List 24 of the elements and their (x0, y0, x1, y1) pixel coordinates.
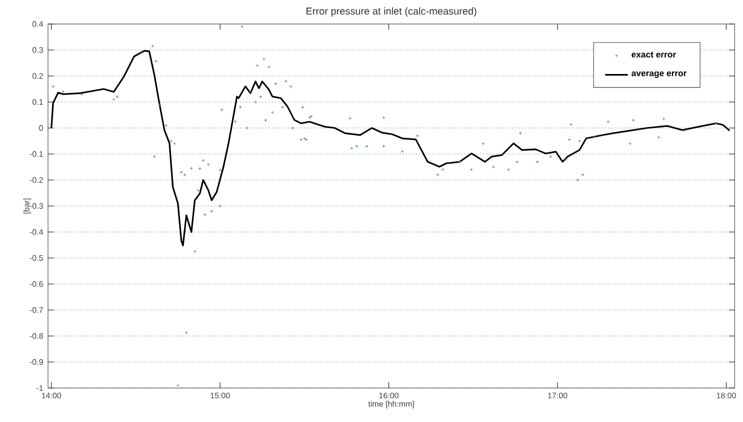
y-tick-label: -0.4 (30, 229, 44, 235)
x-tick-label: 18:00 (716, 392, 736, 398)
y-tick-label: 0.2 (32, 73, 43, 79)
y-tick-label: -0.2 (30, 177, 43, 183)
y-tick-label: -0.5 (30, 255, 43, 261)
y-tick-label: 0.4 (32, 21, 44, 27)
x-tick-label: 17:00 (548, 392, 568, 398)
x-tick-label: 15:00 (210, 392, 230, 398)
y-tick-label: -0.9 (30, 359, 43, 365)
y-tick-label: -1 (36, 385, 43, 391)
y-tick-label: -0.8 (30, 333, 43, 339)
legend-label: exact error (632, 52, 676, 58)
y-tick-label: -0.1 (30, 151, 43, 157)
y-tick-label: 0.1 (32, 99, 43, 105)
x-tick-label: 14:00 (42, 392, 62, 398)
chart-title: Error pressure at inlet (calc-measured) (306, 7, 476, 17)
y-tick-label: -0.7 (30, 307, 43, 313)
x-tick-label: 16:00 (379, 392, 399, 398)
x-axis-title: time [hh:mm] (368, 400, 414, 408)
y-tick-label: 0 (39, 125, 43, 131)
y-tick-label: 0.3 (32, 47, 43, 53)
legend-label: average error (632, 71, 687, 78)
y-tick-label: -0.3 (30, 203, 43, 209)
y-tick-label: -0.6 (30, 281, 43, 287)
